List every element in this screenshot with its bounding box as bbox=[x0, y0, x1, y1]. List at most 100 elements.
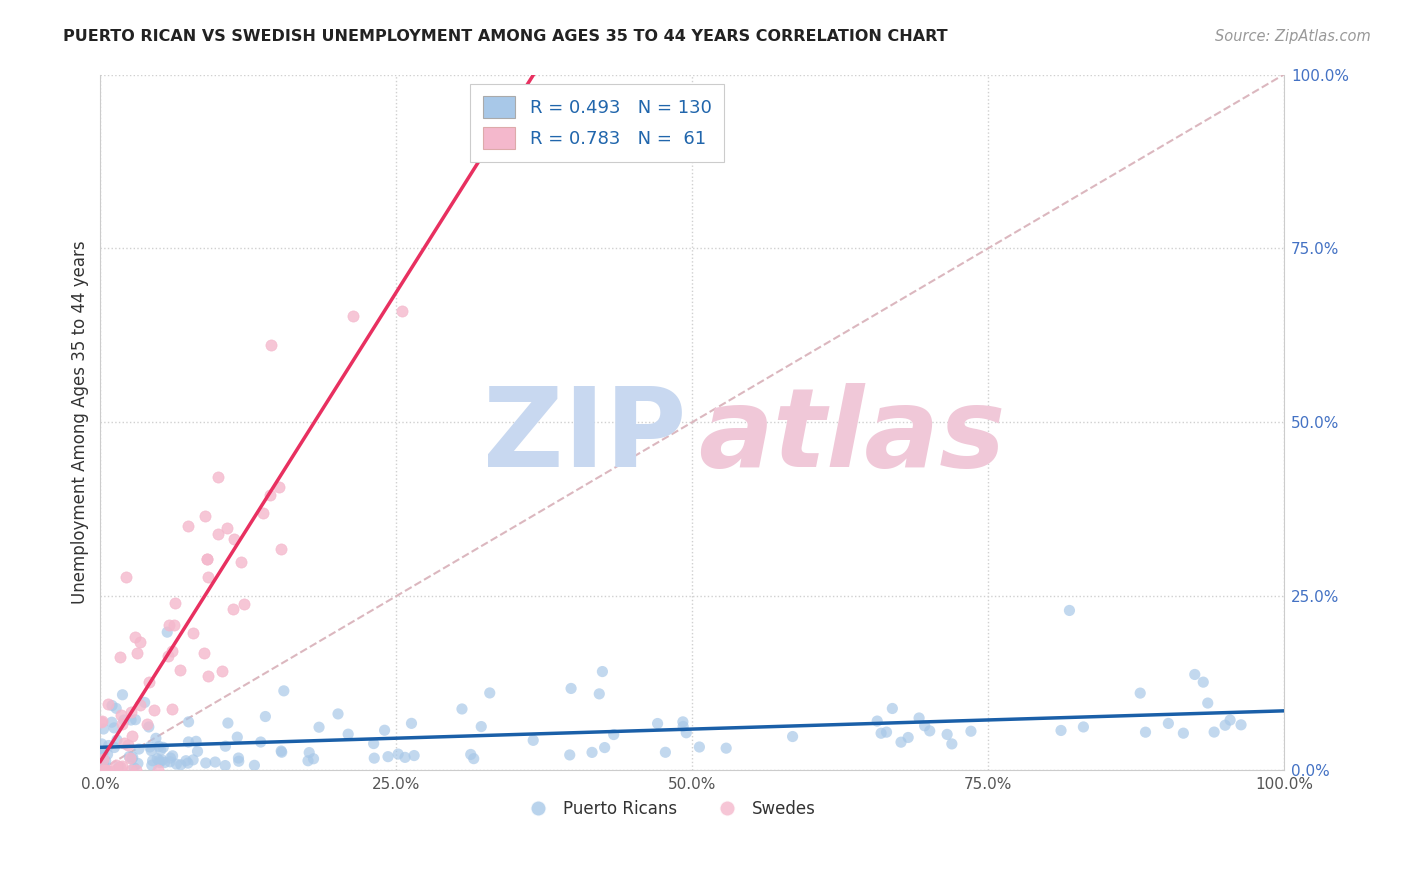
Point bbox=[127, 756, 149, 771]
Point bbox=[91, 746, 114, 760]
Point bbox=[672, 719, 695, 733]
Point bbox=[1192, 675, 1215, 690]
Point bbox=[157, 618, 180, 632]
Point bbox=[120, 763, 142, 777]
Point bbox=[195, 552, 218, 566]
Point bbox=[148, 739, 170, 754]
Point bbox=[675, 725, 697, 739]
Point bbox=[124, 713, 146, 727]
Point bbox=[377, 749, 399, 764]
Point bbox=[1173, 726, 1195, 740]
Point bbox=[121, 752, 143, 766]
Point bbox=[654, 745, 676, 759]
Point bbox=[217, 716, 239, 731]
Point bbox=[170, 757, 193, 772]
Point bbox=[688, 739, 710, 754]
Point bbox=[243, 758, 266, 772]
Point bbox=[112, 735, 135, 749]
Point bbox=[470, 720, 492, 734]
Point bbox=[908, 711, 931, 725]
Point bbox=[129, 635, 152, 649]
Point bbox=[169, 663, 191, 677]
Point bbox=[1230, 718, 1253, 732]
Point bbox=[363, 737, 385, 751]
Point bbox=[156, 625, 179, 640]
Point bbox=[460, 747, 482, 762]
Point bbox=[134, 695, 156, 709]
Text: Source: ZipAtlas.com: Source: ZipAtlas.com bbox=[1215, 29, 1371, 44]
Point bbox=[249, 735, 271, 749]
Point bbox=[90, 714, 112, 729]
Point bbox=[149, 743, 172, 757]
Point bbox=[1204, 725, 1226, 739]
Point bbox=[121, 729, 143, 743]
Point bbox=[91, 746, 114, 760]
Point bbox=[118, 749, 141, 764]
Point bbox=[1059, 603, 1081, 617]
Point bbox=[401, 716, 423, 731]
Point bbox=[176, 518, 198, 533]
Point bbox=[148, 763, 170, 777]
Point bbox=[193, 646, 215, 660]
Point bbox=[105, 733, 128, 747]
Text: PUERTO RICAN VS SWEDISH UNEMPLOYMENT AMONG AGES 35 TO 44 YEARS CORRELATION CHART: PUERTO RICAN VS SWEDISH UNEMPLOYMENT AMO… bbox=[63, 29, 948, 44]
Point bbox=[560, 681, 582, 696]
Point bbox=[302, 752, 325, 766]
Point bbox=[1157, 716, 1180, 731]
Point bbox=[463, 751, 485, 765]
Point bbox=[224, 532, 246, 546]
Point bbox=[1197, 696, 1219, 710]
Point bbox=[558, 747, 581, 762]
Text: atlas: atlas bbox=[697, 383, 1005, 490]
Point bbox=[1219, 713, 1241, 727]
Point bbox=[195, 551, 218, 566]
Point bbox=[918, 723, 941, 738]
Point bbox=[602, 727, 624, 741]
Point bbox=[90, 737, 112, 751]
Point bbox=[143, 703, 166, 717]
Point bbox=[128, 742, 150, 756]
Point bbox=[714, 741, 737, 756]
Point bbox=[141, 758, 163, 772]
Point bbox=[120, 705, 142, 719]
Point bbox=[194, 756, 217, 770]
Point bbox=[112, 713, 135, 727]
Point bbox=[90, 714, 112, 729]
Point bbox=[207, 527, 229, 541]
Point bbox=[197, 669, 219, 683]
Point bbox=[214, 758, 236, 772]
Point bbox=[90, 749, 112, 764]
Point bbox=[117, 738, 139, 752]
Point bbox=[160, 702, 183, 716]
Point bbox=[105, 758, 128, 772]
Point bbox=[186, 744, 208, 758]
Point bbox=[101, 698, 124, 713]
Point bbox=[184, 734, 207, 748]
Point bbox=[897, 731, 920, 745]
Point bbox=[374, 723, 396, 738]
Point bbox=[591, 665, 613, 679]
Point bbox=[270, 744, 292, 758]
Point bbox=[93, 722, 115, 736]
Point bbox=[139, 739, 162, 754]
Point bbox=[936, 727, 959, 741]
Point bbox=[204, 755, 226, 769]
Point bbox=[105, 701, 128, 715]
Point bbox=[138, 720, 160, 734]
Point bbox=[94, 763, 117, 777]
Point bbox=[298, 746, 321, 760]
Point bbox=[270, 745, 292, 759]
Point bbox=[222, 602, 245, 616]
Point bbox=[297, 754, 319, 768]
Point bbox=[593, 740, 616, 755]
Point bbox=[270, 541, 292, 556]
Point bbox=[111, 759, 134, 773]
Point bbox=[108, 760, 131, 774]
Point bbox=[153, 756, 176, 770]
Point bbox=[214, 739, 236, 754]
Text: ZIP: ZIP bbox=[482, 383, 686, 490]
Point bbox=[96, 763, 118, 777]
Point bbox=[882, 701, 904, 715]
Point bbox=[148, 753, 170, 767]
Y-axis label: Unemployment Among Ages 35 to 44 years: Unemployment Among Ages 35 to 44 years bbox=[72, 241, 89, 604]
